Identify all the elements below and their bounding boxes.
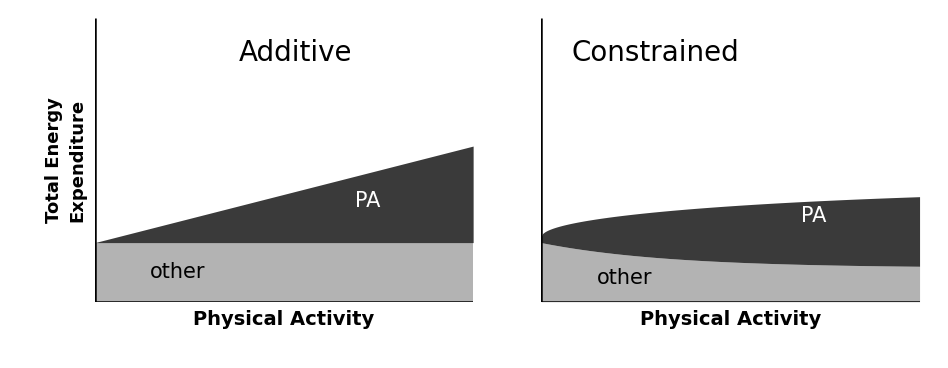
- Text: other: other: [596, 268, 652, 289]
- Text: PA: PA: [355, 191, 380, 210]
- Text: Constrained: Constrained: [572, 39, 739, 67]
- X-axis label: Physical Activity: Physical Activity: [640, 310, 821, 329]
- Text: other: other: [151, 262, 206, 282]
- Text: Additive: Additive: [239, 39, 352, 67]
- X-axis label: Physical Activity: Physical Activity: [193, 310, 374, 329]
- Text: PA: PA: [801, 206, 827, 226]
- Y-axis label: Total Energy
Expenditure: Total Energy Expenditure: [45, 97, 86, 223]
